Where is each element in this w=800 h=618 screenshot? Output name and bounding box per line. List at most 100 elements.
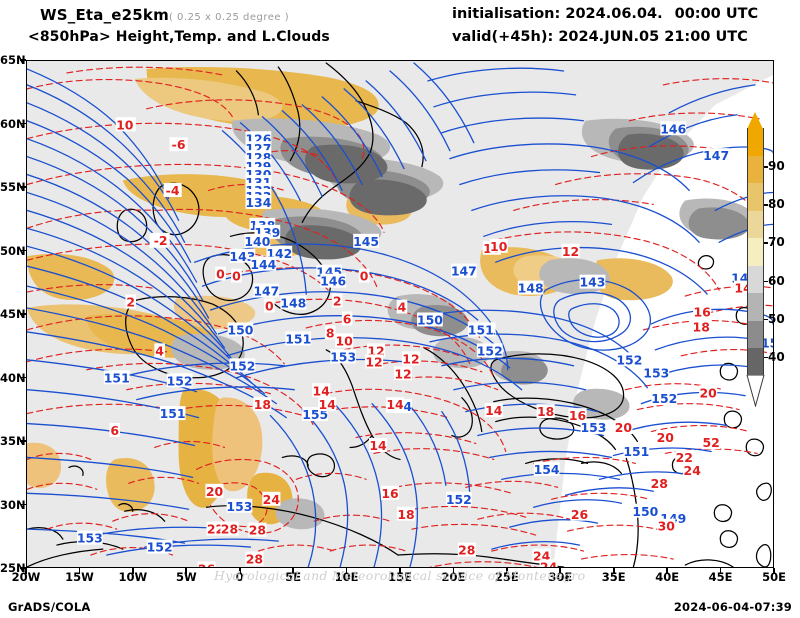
height-contour-label: 140 (244, 234, 270, 249)
x-tick-label: 30E (548, 570, 573, 584)
x-tick-mark (238, 568, 241, 574)
height-contour-label-halo (616, 352, 643, 367)
height-contour-label-halo (450, 263, 477, 278)
height-contour-label-halo (623, 443, 650, 458)
temperature-contour-label-halo (197, 561, 216, 567)
height-contour-label-halo (632, 503, 659, 518)
temperature-contour-label: 4 (398, 300, 407, 315)
x-tick-label: 45E (708, 570, 733, 584)
height-contour-label: 148 (280, 296, 306, 311)
colorbar-band (747, 320, 764, 350)
colorbar-band (747, 348, 764, 377)
temperature-contour-label: 28 (651, 476, 668, 491)
colorbar-band (747, 265, 764, 294)
temperature-contour-label-halo (312, 383, 331, 398)
temperature-contour-label-halo (368, 438, 388, 452)
height-contour-label: 151 (285, 331, 311, 346)
temperature-contour-label-halo (324, 325, 336, 340)
initialisation-date: 2024.06.04. (565, 6, 663, 22)
temperature-contour-label-halo (331, 293, 343, 308)
temperature-contour-label: 18 (397, 507, 414, 522)
x-tick-mark (399, 568, 401, 574)
height-contour-label: 150 (632, 504, 658, 519)
temperature-contour-label: 16 (381, 486, 398, 501)
temperature-contour-label-halo (401, 351, 421, 366)
temperature-contour-label-halo (115, 117, 134, 132)
x-tick-label: 5E (285, 570, 302, 584)
x-tick-label: 40E (655, 570, 680, 584)
height-contour-label-halo (330, 349, 357, 364)
height-contour-label: 134 (245, 195, 271, 210)
height-contour-label-halo (467, 322, 494, 337)
x-tick-label: 10E (334, 570, 359, 584)
model-resolution: ( 0.25 x 0.25 degree ) (168, 12, 290, 23)
temperature-contour-label: 18 (537, 404, 554, 419)
temperature-contour-label: 6 (110, 423, 119, 438)
temperature-contour-label-halo (206, 521, 225, 536)
temperature-contour-label: 14 (485, 403, 503, 418)
temperature-contour-label: 20 (700, 385, 718, 400)
height-contour-label-halo (643, 365, 670, 380)
temperature-contour-label-halo (692, 319, 711, 334)
temperature-contour-label: 24 (684, 463, 702, 478)
temperature-contour-label: 16 (569, 408, 586, 423)
height-contour-label: 143 (579, 275, 605, 290)
height-contour-label-halo (761, 335, 773, 350)
temperature-contour-label: 24 (263, 492, 281, 507)
x-tick-label: 20W (11, 570, 41, 584)
y-tick-label: 50N (0, 243, 26, 258)
height-contour-label: 152 (167, 373, 193, 388)
y-tick-mark (20, 440, 26, 442)
temperature-contour-label: 14 (313, 383, 331, 398)
colorbar-tick-mark (764, 318, 768, 321)
initialisation-row: initialisation: 2024.06.04. 00:00 UTC (452, 6, 758, 22)
temperature-contour-label-halo (341, 311, 353, 326)
temperature-contour-label-halo (536, 404, 555, 419)
weather-map-canvas[interactable]: 1261271281291301311321331341381391401421… (27, 61, 773, 567)
colorbar-tick-mark (764, 204, 768, 206)
temperature-contour-label-halo (364, 354, 384, 369)
height-contour-label: 145 (353, 234, 379, 249)
model-name: WS_Eta_e25km (40, 6, 169, 24)
temperature-contour-label: 0 (265, 299, 274, 314)
y-tick-mark (20, 249, 26, 252)
temperature-contour-label: 20 (657, 430, 675, 445)
y-tick-label: 45N (0, 307, 26, 321)
temperature-contour-label-halo (318, 397, 337, 412)
temperature-contour-label-halo (262, 491, 281, 506)
y-tick-mark (20, 503, 26, 506)
height-contour-label-halo (244, 233, 271, 248)
height-contour-label: 153 (226, 499, 252, 514)
colorbar-band (747, 183, 764, 212)
x-tick-label: 50E (762, 570, 786, 584)
height-contour-label-halo (166, 373, 193, 388)
map-plot-frame[interactable]: 1261271281291301311321331341381391401421… (26, 60, 774, 568)
temperature-contour-label: 12 (402, 351, 419, 366)
temperature-contour-label-halo (125, 294, 137, 309)
height-contour-label-halo (159, 406, 186, 421)
height-contour-label-halo (229, 358, 256, 373)
colorbar-top-arrow (747, 112, 763, 129)
temperature-contour-labels: -6-6-4-2-2000022446681010101212121212121… (109, 117, 773, 567)
temperature-contour-label: 14 (369, 438, 387, 453)
temperature-contour-label-halo (539, 559, 558, 567)
x-tick-mark (612, 568, 615, 574)
height-contour-labels: 1261271281291301311321331341381391401421… (77, 121, 773, 555)
header: WS_Eta_e25km( 0.25 x 0.25 degree ) <850h… (0, 0, 800, 52)
temperature-contour-label: 0 (216, 267, 225, 282)
colorbar-band (747, 155, 764, 184)
height-contour-label: 152 (229, 358, 255, 373)
x-tick-label: 10W (118, 570, 148, 584)
temperature-contour-label-halo (393, 366, 413, 381)
temperature-contour-label: 10 (490, 239, 508, 254)
height-contour-label: 151 (623, 444, 649, 459)
height-contour-label: 144 (250, 257, 276, 272)
temperature-contour-label: 4 (155, 343, 164, 358)
height-contour-label: 153 (77, 531, 103, 546)
colorbar-band (747, 238, 764, 267)
temperature-contour-label-halo (396, 299, 408, 314)
temperature-contour-label-halo (650, 475, 669, 490)
height-contour-label-halo (280, 295, 307, 310)
temperature-contour-label-halo (657, 518, 676, 533)
x-tick-label: 5W (175, 570, 197, 584)
